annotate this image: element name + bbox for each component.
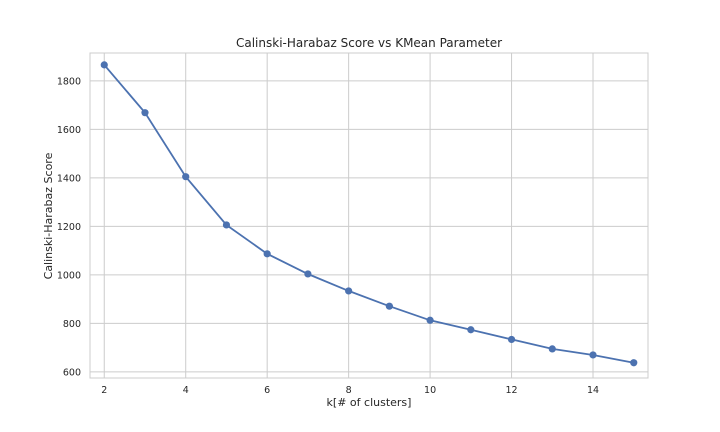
y-tick-label: 600 [63, 367, 81, 378]
x-tick-label: 14 [587, 385, 599, 396]
x-tick-labels: 2 4 6 8 10 12 14 [101, 385, 599, 396]
x-axis-label: k[# of clusters] [327, 396, 412, 409]
data-point [630, 359, 638, 367]
data-point [141, 109, 149, 117]
data-point [589, 351, 597, 359]
data-point [345, 287, 353, 295]
data-point [182, 173, 190, 181]
chart-title: Calinski-Harabaz Score vs KMean Paramete… [236, 36, 502, 50]
data-point [385, 302, 393, 310]
x-tick-label: 10 [424, 385, 436, 396]
x-grid [103, 53, 594, 378]
plot-frame [89, 52, 649, 379]
data-point [304, 270, 312, 278]
data-point [467, 326, 475, 334]
data-point [426, 316, 434, 324]
series-group [100, 61, 638, 367]
data-point [222, 221, 231, 229]
y-tick-label: 1200 [57, 222, 81, 233]
data-point [548, 345, 556, 353]
y-tick-label: 1600 [57, 125, 81, 136]
series-line [103, 64, 634, 364]
plot-background [90, 53, 648, 378]
y-tick-labels: 600 800 1000 1200 1400 1600 1800 [57, 76, 81, 378]
data-point [100, 61, 108, 69]
x-tick-label: 8 [346, 385, 352, 396]
y-tick-label: 800 [63, 319, 81, 330]
y-tick-label: 1000 [57, 270, 81, 281]
x-tick-label: 6 [264, 385, 270, 396]
x-tick-label: 4 [183, 385, 189, 396]
data-point [263, 250, 271, 258]
y-axis-label: Calinski-Harabaz Score [42, 152, 55, 279]
y-tick-label: 1800 [57, 76, 81, 87]
x-tick-label: 2 [101, 385, 107, 396]
data-point [507, 335, 516, 344]
x-tick-label: 12 [506, 385, 518, 396]
y-tick-label: 1400 [57, 173, 81, 184]
